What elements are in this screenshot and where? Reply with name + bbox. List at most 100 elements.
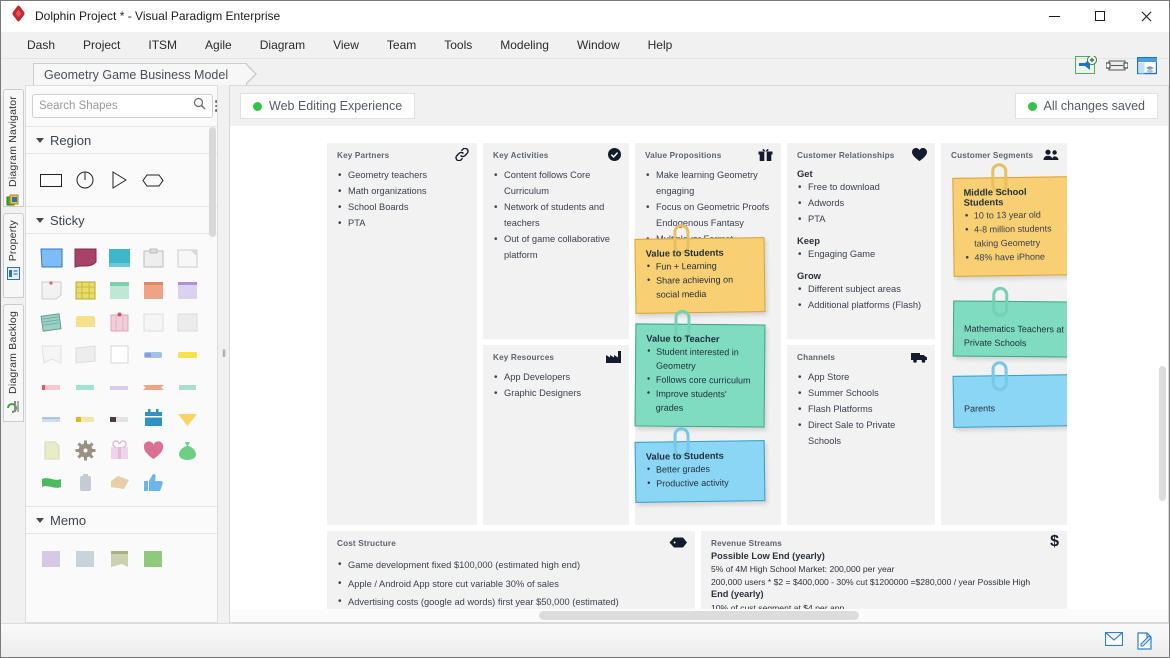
sticky-blue-square[interactable] xyxy=(34,242,68,274)
section-header-sticky[interactable]: Sticky xyxy=(26,206,217,234)
sticky-teal-square[interactable] xyxy=(102,242,136,274)
kebab-menu-icon[interactable] xyxy=(215,100,217,112)
bmc-cell-key-activities[interactable]: Key Activities Content follows Core Curr… xyxy=(483,143,629,339)
menu-item-tools[interactable]: Tools xyxy=(444,38,473,52)
sticky-yellow-bar[interactable] xyxy=(68,402,102,434)
sticky-grey-slant[interactable] xyxy=(68,338,102,370)
section-header-memo[interactable]: Memo xyxy=(26,506,217,534)
sticky-note-mathematics-teachers[interactable]: Mathematics Teachers at Private Schools xyxy=(952,286,1067,358)
sticky-grey-tape[interactable] xyxy=(136,242,170,274)
sticky-heart-icon[interactable] xyxy=(136,434,170,466)
menu-item-project[interactable]: Project xyxy=(83,38,121,52)
close-button[interactable] xyxy=(1123,1,1169,32)
bmc-cell-cost-structure[interactable]: Cost Structure Game development fixed $1… xyxy=(327,531,695,609)
canvas-horizontal-scrollbar[interactable] xyxy=(230,609,1168,622)
sticky-white-outline[interactable] xyxy=(102,338,136,370)
hexagon-shape[interactable] xyxy=(136,162,170,198)
edit-document-icon[interactable] xyxy=(1137,631,1155,650)
sticky-calendar-icon[interactable] xyxy=(136,402,170,434)
sticky-salmon-top[interactable] xyxy=(136,274,170,306)
menu-item-dash[interactable]: Dash xyxy=(27,38,56,52)
sticky-green-strip[interactable] xyxy=(170,370,204,402)
sidebar-item-diagram-backlog[interactable]: Diagram Backlog xyxy=(2,304,24,422)
bmc-cell-customer-relationships[interactable]: Customer Relationships Get Free to downl… xyxy=(787,143,935,339)
bmc-column-relationships-channels: Customer Relationships Get Free to downl… xyxy=(787,143,935,525)
sticky-mint-strip[interactable] xyxy=(68,370,102,402)
sticky-white-curl[interactable] xyxy=(170,242,204,274)
sticky-maroon-curl[interactable] xyxy=(68,242,102,274)
sticky-gear-icon[interactable] xyxy=(68,434,102,466)
sticky-gift-icon[interactable] xyxy=(102,434,136,466)
triangle-play-shape[interactable] xyxy=(102,162,136,198)
sticky-note-value-to-students-blue[interactable]: Value to Students Better grades Producti… xyxy=(634,427,766,503)
memo-olive-fold[interactable] xyxy=(102,542,136,574)
menu-item-view[interactable]: View xyxy=(333,38,359,52)
sticky-pink-pin[interactable] xyxy=(102,306,136,338)
sticky-blue-pill[interactable] xyxy=(136,338,170,370)
maximize-button[interactable] xyxy=(1077,1,1123,32)
search-input[interactable] xyxy=(39,100,193,112)
mail-icon[interactable] xyxy=(1104,631,1124,650)
sticky-thumbsup-icon[interactable] xyxy=(136,466,170,498)
sidebar-item-diagram-navigator[interactable]: Diagram Navigator xyxy=(2,89,24,207)
cell-title: Key Partners xyxy=(337,151,390,160)
section-header-region[interactable]: Region xyxy=(26,126,217,154)
bmc-cell-customer-segments[interactable]: Customer Segments Middle Schoo xyxy=(941,143,1067,525)
menu-item-help[interactable]: Help xyxy=(647,38,673,52)
menu-item-agile[interactable]: Agile xyxy=(205,38,232,52)
sticky-page-icon[interactable] xyxy=(34,434,68,466)
sticky-grey-plain[interactable] xyxy=(170,306,204,338)
sticky-yellow-pill[interactable] xyxy=(170,338,204,370)
rectangle-shape[interactable] xyxy=(34,162,68,198)
sticky-white-plain[interactable] xyxy=(136,306,170,338)
bmc-cell-key-partners[interactable]: Key Partners Geometry teachers Math orga… xyxy=(327,143,477,525)
sticky-white-fold[interactable] xyxy=(34,338,68,370)
fit-width-icon[interactable] xyxy=(1105,57,1129,80)
sticky-pink-strip[interactable] xyxy=(34,370,68,402)
breadcrumb[interactable]: Geometry Game Business Model xyxy=(33,63,258,85)
menu-item-diagram[interactable]: Diagram xyxy=(259,38,306,52)
canvas-vertical-scrollbar[interactable] xyxy=(1159,366,1166,501)
sticky-moneybag-icon[interactable] xyxy=(170,434,204,466)
sticky-note-value-to-teacher[interactable]: Value to Teacher Student interested in G… xyxy=(634,309,766,428)
sticky-mint-folded[interactable] xyxy=(102,274,136,306)
search-box[interactable] xyxy=(32,94,213,118)
sticky-note-middle-school-students[interactable]: Middle School Students 10 to 13 year old… xyxy=(952,163,1067,277)
sticky-white-pin[interactable] xyxy=(34,274,68,306)
sticky-note-value-to-students-yellow[interactable]: Value to Students Fun + Learning Share a… xyxy=(634,224,766,314)
sticky-violet-top[interactable] xyxy=(170,274,204,306)
menu-item-team[interactable]: Team xyxy=(386,38,417,52)
sticky-dark-bar[interactable] xyxy=(102,402,136,434)
sticky-teal-stack[interactable] xyxy=(34,306,68,338)
scrollbar-thumb[interactable] xyxy=(539,611,859,620)
sticky-yellow-round[interactable] xyxy=(68,306,102,338)
bmc-cell-revenue-streams[interactable]: Revenue Streams $ Possible Low End (year… xyxy=(701,531,1067,609)
sidebar-item-property[interactable]: Property xyxy=(2,213,24,298)
search-icon[interactable] xyxy=(193,97,206,115)
memo-lavender[interactable] xyxy=(34,542,68,574)
panel-splitter[interactable]: ‖ xyxy=(218,85,229,623)
bmc-cell-key-resources[interactable]: Key Resources App Developers Graphic Des… xyxy=(483,345,629,525)
sticky-money-icon[interactable] xyxy=(34,466,68,498)
menu-item-modeling[interactable]: Modeling xyxy=(500,38,549,52)
sticky-lavender-strip[interactable] xyxy=(102,370,136,402)
menu-item-itsm[interactable]: ITSM xyxy=(148,38,178,52)
memo-green[interactable] xyxy=(136,542,170,574)
sticky-orange-ribbon[interactable] xyxy=(136,370,170,402)
bmc-cell-channels[interactable]: Channels App Store Summer Schools xyxy=(787,345,935,525)
sticky-note-parents[interactable]: Parents xyxy=(952,361,1067,428)
circle-clock-shape[interactable] xyxy=(68,162,102,198)
memo-bluegrey[interactable] xyxy=(68,542,102,574)
announce-add-icon[interactable] xyxy=(1075,55,1097,81)
minimize-button[interactable] xyxy=(1031,1,1077,32)
shapes-panel-scrollbar[interactable] xyxy=(209,127,216,237)
web-editing-experience-badge[interactable]: Web Editing Experience xyxy=(240,93,416,119)
diagram-canvas[interactable]: Key Partners Geometry teachers Math orga… xyxy=(230,126,1168,609)
sticky-tag-icon[interactable] xyxy=(102,466,136,498)
sticky-diamond-icon[interactable] xyxy=(170,402,204,434)
sticky-battery-icon[interactable] xyxy=(68,466,102,498)
layers-panel-icon[interactable] xyxy=(1136,56,1158,80)
sticky-yellow-grid[interactable] xyxy=(68,274,102,306)
sticky-blue-bar[interactable] xyxy=(34,402,68,434)
menu-item-window[interactable]: Window xyxy=(576,38,620,52)
